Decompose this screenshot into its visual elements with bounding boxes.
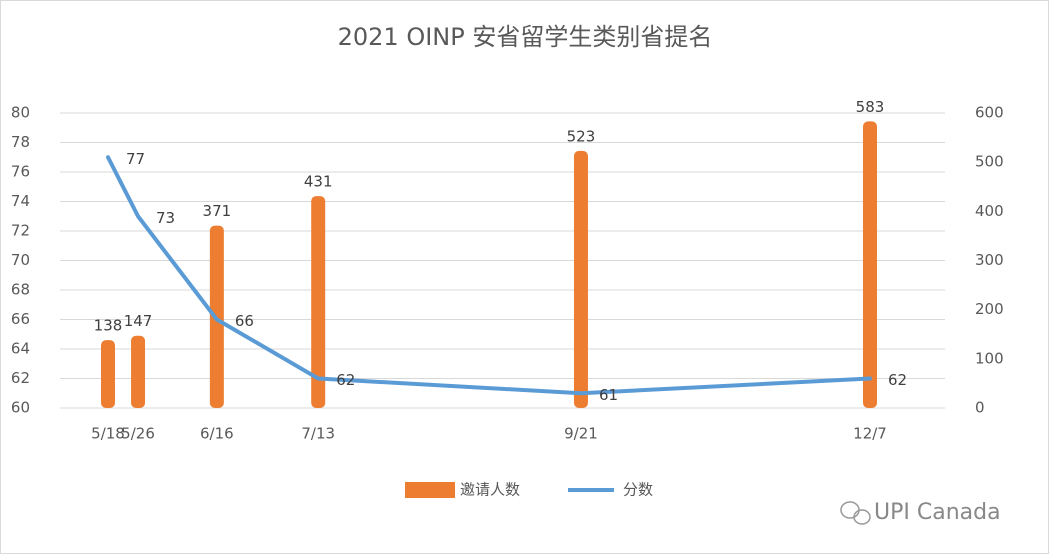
y-tick-label: 68	[11, 281, 30, 299]
data-label: 62	[888, 371, 907, 389]
y-tick-label: 66	[11, 310, 30, 328]
y-tick-label: 70	[11, 251, 30, 269]
bar	[863, 121, 877, 408]
data-label: 73	[156, 209, 175, 227]
y-tick-label: 60	[11, 399, 30, 417]
x-tick-label: 6/16	[200, 425, 234, 443]
y-tick-label: 76	[11, 163, 30, 181]
x-tick-label: 12/7	[853, 425, 887, 443]
x-tick-label: 5/18	[91, 425, 125, 443]
x-tick-label: 7/13	[301, 425, 335, 443]
y2-tick-label: 200	[975, 300, 1004, 318]
data-label: 61	[599, 386, 618, 404]
data-label: 583	[856, 98, 885, 116]
data-label: 431	[304, 173, 333, 191]
legend-label: 邀请人数	[460, 481, 520, 499]
data-label: 62	[336, 371, 355, 389]
y-tick-label: 74	[11, 192, 30, 210]
chart-title: 2021 OINP 安省留学生类别省提名	[338, 23, 713, 51]
data-label: 371	[203, 202, 232, 220]
watermark-icon	[840, 501, 871, 525]
data-label: 66	[235, 312, 254, 330]
legend-label: 分数	[623, 481, 653, 499]
line	[106, 155, 872, 396]
y2-tick-label: 0	[975, 399, 985, 417]
y2-tick-label: 600	[975, 104, 1004, 122]
bar	[101, 340, 115, 408]
y2-tick-label: 100	[975, 349, 1004, 367]
data-label: 138	[94, 317, 123, 335]
x-tick-label: 5/26	[121, 425, 155, 443]
x-tick-label: 9/21	[564, 425, 598, 443]
y2-tick-label: 300	[975, 251, 1004, 269]
bar	[311, 196, 326, 408]
bar	[131, 335, 146, 408]
y-tick-label: 64	[11, 340, 30, 358]
data-label: 147	[124, 312, 153, 330]
bar	[573, 150, 588, 408]
y-tick-label: 78	[11, 133, 30, 151]
y-tick-label: 80	[11, 104, 30, 122]
watermark: UPI Canada	[874, 500, 1001, 525]
data-label: 523	[567, 127, 596, 145]
y2-tick-label: 400	[975, 202, 1004, 220]
y-tick-label: 72	[11, 222, 30, 240]
data-label: 77	[126, 150, 145, 168]
legend-swatch	[405, 482, 455, 498]
y2-tick-label: 500	[975, 153, 1004, 171]
y-tick-label: 62	[11, 369, 30, 387]
